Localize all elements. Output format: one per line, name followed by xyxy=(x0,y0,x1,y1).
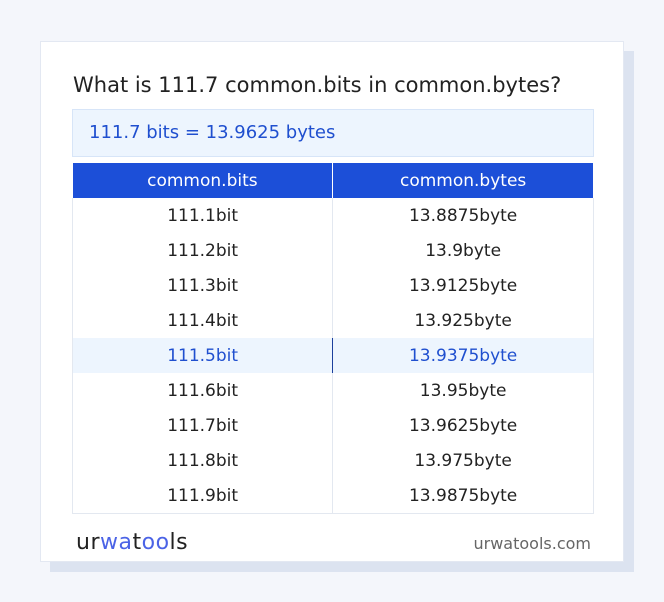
table-row: 111.9bit 13.9875byte xyxy=(71,478,594,514)
bytes-cell: 13.9125byte xyxy=(332,268,594,303)
bits-cell: 111.1bit xyxy=(71,198,334,233)
bytes-cell: 13.8875byte xyxy=(332,198,594,233)
bytes-cell: 13.925byte xyxy=(332,303,594,338)
table-row: 111.1bit 13.8875byte xyxy=(71,198,594,233)
table-row: 111.2bit 13.9byte xyxy=(71,233,594,268)
bytes-cell: 13.95byte xyxy=(332,373,594,408)
table-row: 111.5bit 13.9375byte xyxy=(71,338,594,373)
bits-cell: 111.9bit xyxy=(71,478,334,514)
bits-cell: 111.7bit xyxy=(71,408,334,443)
bits-cell: 111.5bit xyxy=(71,338,334,373)
column-header-bytes: common.bytes xyxy=(332,163,594,198)
conversion-card: What is 111.7 common.bits in common.byte… xyxy=(40,41,624,562)
bytes-cell: 13.9625byte xyxy=(332,408,594,443)
table-row: 111.6bit 13.95byte xyxy=(71,373,594,408)
table-row: 111.4bit 13.925byte xyxy=(71,303,594,338)
column-header-bits: common.bits xyxy=(72,163,334,198)
page-title: What is 111.7 common.bits in common.byte… xyxy=(73,73,562,97)
bits-cell: 111.2bit xyxy=(71,233,334,268)
table-row: 111.8bit 13.975byte xyxy=(71,443,594,478)
urwatools-logo: urwatools xyxy=(76,530,189,555)
conversion-table: common.bits common.bytes 111.1bit 13.8875… xyxy=(71,163,594,514)
result-box: 111.7 bits = 13.9625 bytes xyxy=(72,109,594,157)
bytes-cell: 13.9375byte xyxy=(332,338,594,373)
bytes-cell: 13.9byte xyxy=(332,233,594,268)
bytes-cell: 13.975byte xyxy=(332,443,594,478)
bits-cell: 111.6bit xyxy=(71,373,334,408)
bits-cell: 111.8bit xyxy=(71,443,334,478)
table-row: 111.3bit 13.9125byte xyxy=(71,268,594,303)
table-row: 111.7bit 13.9625byte xyxy=(71,408,594,443)
bytes-cell: 13.9875byte xyxy=(332,478,594,514)
bits-cell: 111.4bit xyxy=(71,303,334,338)
site-url: urwatools.com xyxy=(473,534,592,553)
bits-cell: 111.3bit xyxy=(71,268,334,303)
